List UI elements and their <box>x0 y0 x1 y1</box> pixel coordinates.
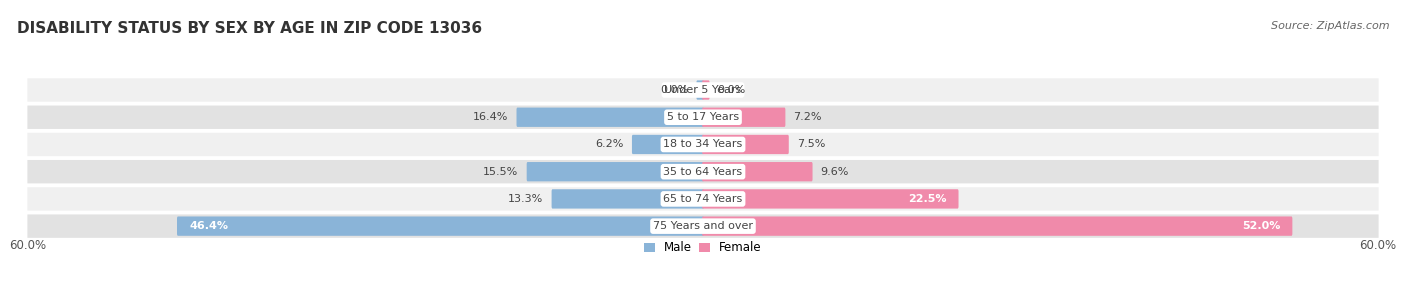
FancyBboxPatch shape <box>27 160 1379 183</box>
Text: 0.0%: 0.0% <box>717 85 747 95</box>
FancyBboxPatch shape <box>527 162 704 181</box>
Text: 0.0%: 0.0% <box>659 85 689 95</box>
FancyBboxPatch shape <box>551 189 704 209</box>
Text: 6.2%: 6.2% <box>595 140 624 150</box>
FancyBboxPatch shape <box>177 216 704 236</box>
Text: 60.0%: 60.0% <box>10 239 46 252</box>
FancyBboxPatch shape <box>702 80 710 100</box>
FancyBboxPatch shape <box>516 108 704 127</box>
Text: 35 to 64 Years: 35 to 64 Years <box>664 167 742 177</box>
FancyBboxPatch shape <box>702 108 786 127</box>
Text: 7.2%: 7.2% <box>793 112 823 122</box>
FancyBboxPatch shape <box>702 216 1292 236</box>
Text: DISABILITY STATUS BY SEX BY AGE IN ZIP CODE 13036: DISABILITY STATUS BY SEX BY AGE IN ZIP C… <box>17 21 482 36</box>
FancyBboxPatch shape <box>27 214 1379 238</box>
Text: 13.3%: 13.3% <box>508 194 544 204</box>
FancyBboxPatch shape <box>696 80 704 100</box>
Text: 75 Years and over: 75 Years and over <box>652 221 754 231</box>
Text: Source: ZipAtlas.com: Source: ZipAtlas.com <box>1271 21 1389 31</box>
Text: Under 5 Years: Under 5 Years <box>665 85 741 95</box>
Legend: Male, Female: Male, Female <box>644 241 762 254</box>
Text: 16.4%: 16.4% <box>472 112 509 122</box>
FancyBboxPatch shape <box>702 189 959 209</box>
FancyBboxPatch shape <box>27 105 1379 129</box>
Text: 7.5%: 7.5% <box>797 140 825 150</box>
Text: 18 to 34 Years: 18 to 34 Years <box>664 140 742 150</box>
Text: 65 to 74 Years: 65 to 74 Years <box>664 194 742 204</box>
FancyBboxPatch shape <box>702 162 813 181</box>
Text: 52.0%: 52.0% <box>1241 221 1279 231</box>
FancyBboxPatch shape <box>27 187 1379 211</box>
Text: 46.4%: 46.4% <box>190 221 228 231</box>
FancyBboxPatch shape <box>27 78 1379 102</box>
FancyBboxPatch shape <box>27 133 1379 156</box>
Text: 60.0%: 60.0% <box>1360 239 1396 252</box>
Text: 9.6%: 9.6% <box>821 167 849 177</box>
Text: 22.5%: 22.5% <box>908 194 946 204</box>
FancyBboxPatch shape <box>702 135 789 154</box>
Text: 5 to 17 Years: 5 to 17 Years <box>666 112 740 122</box>
FancyBboxPatch shape <box>631 135 704 154</box>
Text: 15.5%: 15.5% <box>484 167 519 177</box>
